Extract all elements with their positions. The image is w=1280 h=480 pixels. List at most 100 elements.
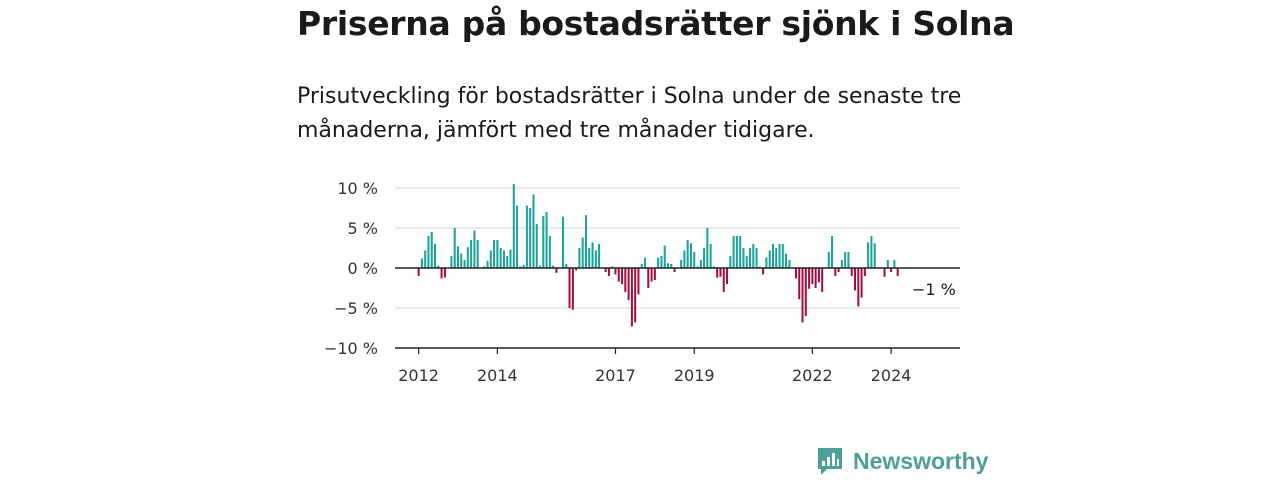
- bar: [663, 245, 666, 268]
- bar: [434, 244, 437, 268]
- bar: [785, 253, 788, 268]
- bar: [591, 242, 594, 268]
- bar: [427, 236, 430, 268]
- bar: [473, 230, 476, 268]
- bar: [640, 264, 643, 268]
- bar: [814, 268, 817, 288]
- y-tick-labels: 10 % 5 % 0 % −5 % −10 %: [324, 179, 378, 358]
- bar: [614, 268, 617, 275]
- bar: [535, 224, 538, 268]
- bar-chart: 10 % 5 % 0 % −5 % −10 % 2012 2014 2017 2019 2022…: [324, 179, 960, 385]
- bar: [804, 268, 807, 316]
- bar: [657, 257, 660, 268]
- bar: [630, 268, 633, 327]
- bar: [840, 260, 843, 268]
- bar: [831, 236, 834, 268]
- bar: [647, 268, 650, 288]
- bar: [863, 268, 866, 276]
- bar: [798, 268, 801, 300]
- bar: [739, 236, 742, 268]
- bar: [604, 268, 607, 272]
- bar: [696, 266, 699, 268]
- bar: [794, 268, 797, 279]
- bar: [811, 268, 814, 284]
- bar: [666, 263, 669, 268]
- bar: [542, 216, 545, 268]
- y-tick-label: 5 %: [348, 219, 378, 238]
- bar: [653, 268, 656, 280]
- bar: [525, 205, 528, 268]
- newsworthy-logo-text: Newsworthy: [853, 447, 989, 474]
- bar: [617, 268, 620, 282]
- bar: [581, 237, 584, 268]
- bar: [489, 250, 492, 268]
- x-tick-labels: 2012 2014 2017 2019 2022 2024: [398, 366, 911, 385]
- bar: [853, 268, 857, 291]
- bar: [466, 247, 469, 268]
- bar: [424, 250, 427, 268]
- bars: [417, 184, 899, 327]
- bar: [706, 228, 709, 268]
- bar: [870, 236, 873, 268]
- bar: [817, 268, 820, 283]
- bar: [726, 268, 729, 284]
- bar: [893, 260, 896, 268]
- bar: [680, 260, 683, 268]
- bar: [493, 240, 496, 268]
- bar: [765, 257, 768, 268]
- bar: [509, 249, 512, 268]
- bar: [548, 236, 551, 268]
- bar: [561, 216, 565, 268]
- bar: [745, 256, 748, 268]
- bar: [522, 264, 525, 268]
- x-tick-label: 2017: [595, 366, 636, 385]
- bar: [519, 266, 522, 268]
- bar: [502, 250, 505, 268]
- bar: [555, 268, 558, 273]
- bar: [637, 268, 640, 295]
- bar: [588, 248, 591, 268]
- bar: [565, 264, 568, 268]
- bar: [850, 268, 853, 276]
- y-tick-label: 10 %: [337, 179, 378, 198]
- x-tick-label: 2012: [398, 366, 439, 385]
- bar: [821, 268, 824, 292]
- y-tick-label: −5 %: [334, 299, 378, 318]
- bar: [719, 268, 722, 277]
- bar: [470, 240, 473, 268]
- bar: [598, 244, 601, 268]
- x-tick-label: 2022: [792, 366, 833, 385]
- x-tick-label: 2024: [871, 366, 912, 385]
- bar: [440, 268, 443, 279]
- bar: [867, 242, 870, 268]
- bar: [575, 268, 578, 271]
- bar: [749, 248, 752, 268]
- bar: [742, 248, 745, 268]
- bar: [496, 240, 499, 268]
- y-tick-label: 0 %: [348, 259, 378, 278]
- chart-subtitle: Prisutveckling för bostadsrätter i Solna…: [297, 84, 962, 143]
- bar: [781, 244, 784, 268]
- bar: [538, 265, 542, 268]
- newsworthy-logo: Newsworthy: [815, 446, 988, 476]
- grid-lines: [395, 187, 960, 309]
- bar: [771, 244, 774, 268]
- last-value-label: −1 %: [912, 280, 956, 299]
- bar: [735, 236, 738, 268]
- bar: [571, 268, 574, 310]
- bar: [607, 268, 610, 276]
- bar: [699, 260, 702, 268]
- bar: [499, 248, 502, 268]
- bar: [621, 268, 624, 284]
- bar: [476, 240, 479, 268]
- bar: [568, 268, 571, 308]
- bar: [512, 184, 515, 268]
- bar: [755, 248, 758, 268]
- bar: [420, 258, 423, 268]
- bar: [552, 265, 555, 268]
- bar: [732, 236, 735, 268]
- bar: [529, 208, 532, 268]
- bar: [689, 243, 692, 268]
- x-tick-label: 2014: [477, 366, 518, 385]
- bar: [545, 212, 548, 268]
